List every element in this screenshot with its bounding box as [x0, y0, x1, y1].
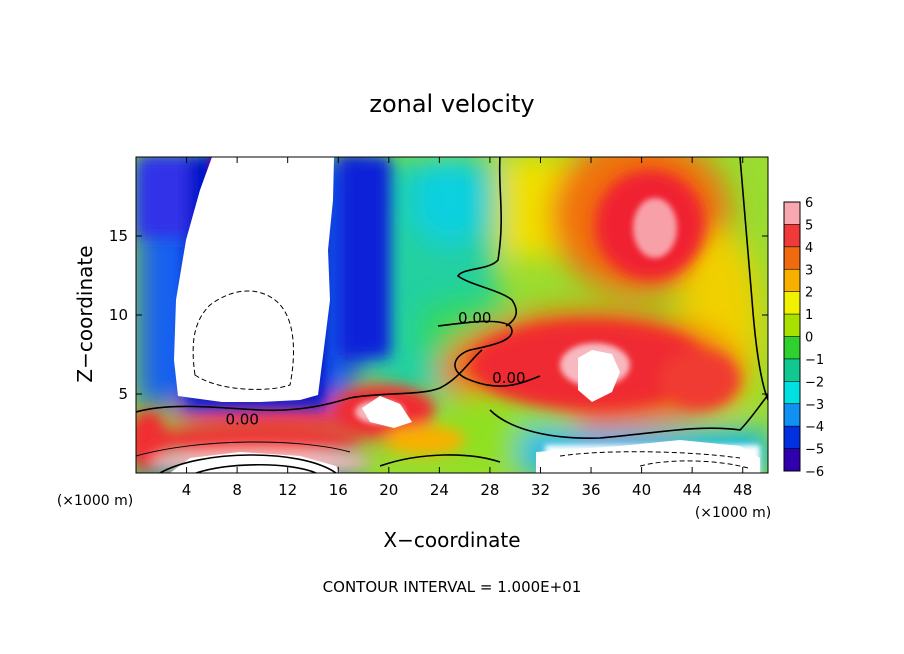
colorbar-label: 1 — [805, 308, 813, 323]
contour-label: 0.00 — [492, 369, 525, 387]
colorbar-swatch — [784, 291, 800, 315]
x-tick-label: 20 — [379, 481, 398, 499]
colorbar-swatch — [784, 202, 800, 225]
colorbar-label: 2 — [805, 286, 813, 301]
colorbar-swatch — [784, 448, 800, 472]
y-tick-label: 15 — [109, 227, 128, 245]
colorbar-label: −2 — [805, 375, 824, 390]
colorbar-label: 4 — [805, 241, 813, 256]
colorbar-label: 0 — [805, 331, 813, 346]
x-axis-label: X−coordinate — [383, 528, 520, 552]
colorbar-label: −4 — [805, 420, 824, 435]
x-tick-label: 44 — [683, 481, 702, 499]
colorbar-label: 3 — [805, 263, 813, 278]
colorbar-swatch — [784, 336, 800, 360]
colorbar-label: −3 — [805, 398, 824, 413]
x-tick-label: 8 — [232, 481, 242, 499]
x-tick-label: 4 — [182, 481, 192, 499]
y-tick-label: 10 — [109, 306, 128, 324]
colorbar-swatch — [784, 269, 800, 293]
colorbar-swatch — [784, 403, 800, 427]
chart-title: zonal velocity — [369, 90, 534, 118]
x-tick-label: 24 — [430, 481, 449, 499]
y-axis: 5 10 15 — [109, 227, 768, 403]
y-axis-label: Z−coordinate — [73, 245, 97, 382]
y-tick-label: 5 — [118, 385, 128, 403]
colorbar-swatch — [784, 358, 800, 382]
x-tick-label: 48 — [733, 481, 752, 499]
x-unit-label: (×1000 m) — [695, 505, 771, 521]
colorbar-swatch — [784, 426, 800, 450]
colorbar-label: −1 — [805, 353, 824, 368]
contour-label: 0.00 — [225, 410, 258, 428]
x-axis: 4 8 12 16 20 24 28 32 36 40 44 48 — [182, 157, 752, 499]
z-unit-label: (×1000 m) — [57, 493, 133, 509]
x-tick-label: 32 — [531, 481, 550, 499]
colorbar: 6 5 4 3 2 1 0 −1 −2 −3 −4 −5 −6 — [783, 196, 824, 480]
colorbar-label: 6 — [805, 196, 813, 211]
contour-labels: 0.00 0.00 0.00 — [225, 309, 525, 428]
x-tick-label: 12 — [278, 481, 297, 499]
x-tick-label: 28 — [480, 481, 499, 499]
x-tick-label: 40 — [632, 481, 651, 499]
contour-label: 0.00 — [458, 309, 491, 327]
colorbar-label: −6 — [805, 465, 824, 480]
colorbar-label: 5 — [805, 218, 813, 233]
colorbar-swatch — [784, 314, 800, 337]
colorbar-swatch — [784, 224, 800, 248]
colorbar-swatch — [784, 381, 800, 405]
contour-interval-note: CONTOUR INTERVAL = 1.000E+01 — [323, 578, 582, 596]
colorbar-swatch — [784, 246, 800, 270]
colorbar-label: −5 — [805, 443, 824, 458]
x-tick-label: 36 — [581, 481, 600, 499]
x-tick-label: 16 — [329, 481, 348, 499]
velocity-field — [136, 157, 768, 473]
